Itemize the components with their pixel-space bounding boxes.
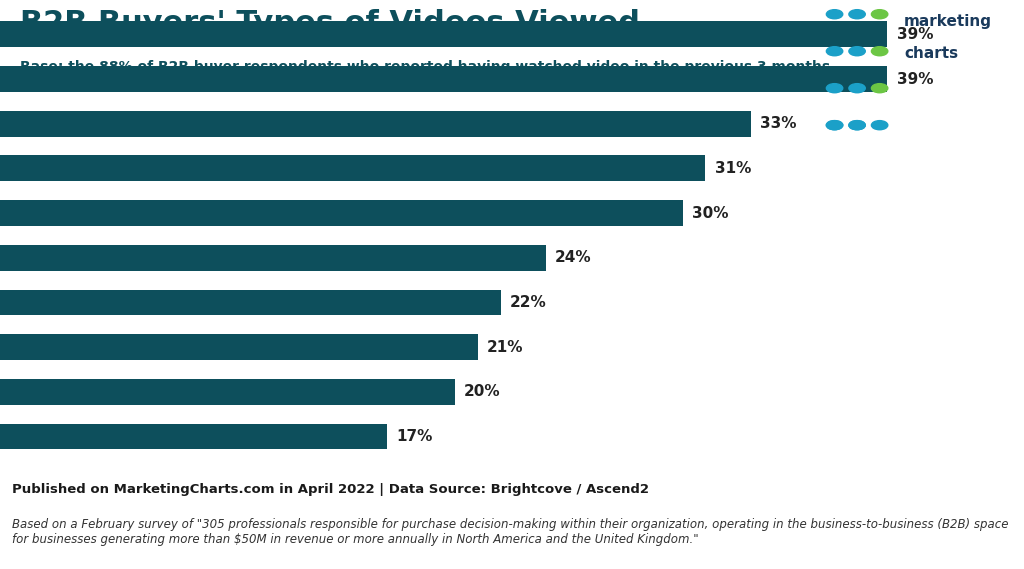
Bar (0, 111, 751, 137)
Text: 30%: 30% (692, 205, 728, 221)
Text: Based on a February survey of "305 professionals responsible for purchase decisi: Based on a February survey of "305 profe… (12, 518, 1009, 546)
Bar (0, 155, 706, 182)
Text: 39%: 39% (897, 27, 933, 42)
Text: 21%: 21% (487, 340, 523, 354)
Text: B2B Buyers' Types of Videos Viewed: B2B Buyers' Types of Videos Viewed (20, 9, 640, 38)
Text: marketing: marketing (904, 14, 992, 29)
Bar (0, 290, 501, 315)
Text: Published on MarketingCharts.com in April 2022 | Data Source: Brightcove / Ascen: Published on MarketingCharts.com in Apri… (12, 483, 649, 496)
Text: 17%: 17% (396, 429, 432, 444)
Text: 24%: 24% (555, 250, 592, 265)
Bar (0, 334, 478, 360)
Text: 22%: 22% (510, 295, 547, 310)
Bar (0, 379, 455, 405)
Text: Base: the 88% of B2B buyer respondents who reported having watched video in the : Base: the 88% of B2B buyer respondents w… (20, 60, 830, 74)
Bar (0, 245, 546, 271)
Text: 33%: 33% (760, 116, 797, 131)
Text: charts: charts (904, 46, 958, 60)
Text: 31%: 31% (715, 161, 751, 176)
Bar (0, 22, 888, 47)
Text: 20%: 20% (464, 384, 501, 399)
Bar (0, 66, 888, 92)
Bar (0, 423, 387, 450)
Bar (0, 200, 683, 226)
Text: 39%: 39% (897, 72, 933, 86)
